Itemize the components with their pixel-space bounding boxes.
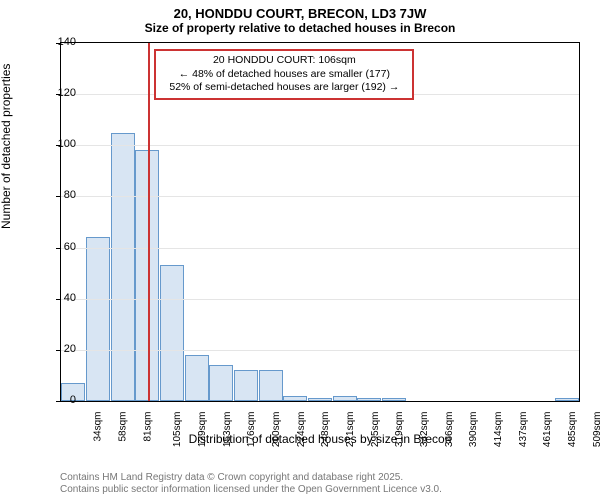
annotation-line3: 52% of semi-detached houses are larger (… bbox=[162, 81, 406, 95]
footer-attribution: Contains HM Land Registry data © Crown c… bbox=[60, 472, 442, 496]
y-tick-label: 60 bbox=[46, 241, 76, 253]
histogram-bar bbox=[111, 133, 135, 402]
chart-container: 20, HONDDU COURT, BRECON, LD3 7JW Size o… bbox=[0, 0, 600, 500]
y-tick-label: 40 bbox=[46, 292, 76, 304]
page-title: 20, HONDDU COURT, BRECON, LD3 7JW bbox=[0, 0, 600, 21]
histogram-bar bbox=[382, 398, 406, 401]
y-tick-label: 80 bbox=[46, 189, 76, 201]
chart-subtitle: Size of property relative to detached ho… bbox=[0, 21, 600, 35]
histogram-bar bbox=[234, 370, 258, 401]
y-tick-label: 100 bbox=[46, 138, 76, 150]
histogram-bar bbox=[308, 398, 332, 401]
grid-line bbox=[61, 196, 579, 197]
x-tick-label: 509sqm bbox=[592, 412, 600, 448]
y-tick-label: 140 bbox=[46, 36, 76, 48]
grid-line bbox=[61, 299, 579, 300]
footer-line2: Contains public sector information licen… bbox=[60, 484, 442, 496]
y-tick-label: 120 bbox=[46, 87, 76, 99]
histogram-bar bbox=[135, 150, 159, 401]
grid-line bbox=[61, 350, 579, 351]
histogram-bar bbox=[283, 396, 307, 401]
histogram-bar bbox=[185, 355, 209, 401]
plot-area: 20 HONDDU COURT: 106sqm ← 48% of detache… bbox=[60, 42, 580, 402]
histogram-bar bbox=[333, 396, 357, 401]
y-tick-label: 0 bbox=[46, 394, 76, 406]
annotation-line1: 20 HONDDU COURT: 106sqm bbox=[162, 54, 406, 68]
annotation-line2: ← 48% of detached houses are smaller (17… bbox=[162, 68, 406, 82]
footer-line1: Contains HM Land Registry data © Crown c… bbox=[60, 472, 442, 484]
x-axis-label: Distribution of detached houses by size … bbox=[60, 432, 580, 446]
annotation-box: 20 HONDDU COURT: 106sqm ← 48% of detache… bbox=[154, 49, 414, 100]
histogram-bar bbox=[209, 365, 233, 401]
histogram-bar bbox=[357, 398, 381, 401]
y-axis-label: Number of detached properties bbox=[0, 64, 13, 229]
marker-line bbox=[148, 43, 150, 401]
y-tick-label: 20 bbox=[46, 343, 76, 355]
histogram-bar bbox=[160, 265, 184, 401]
histogram-bar bbox=[86, 237, 110, 401]
histogram-bar bbox=[555, 398, 579, 401]
grid-line bbox=[61, 145, 579, 146]
grid-line bbox=[61, 248, 579, 249]
histogram-bar bbox=[259, 370, 283, 401]
